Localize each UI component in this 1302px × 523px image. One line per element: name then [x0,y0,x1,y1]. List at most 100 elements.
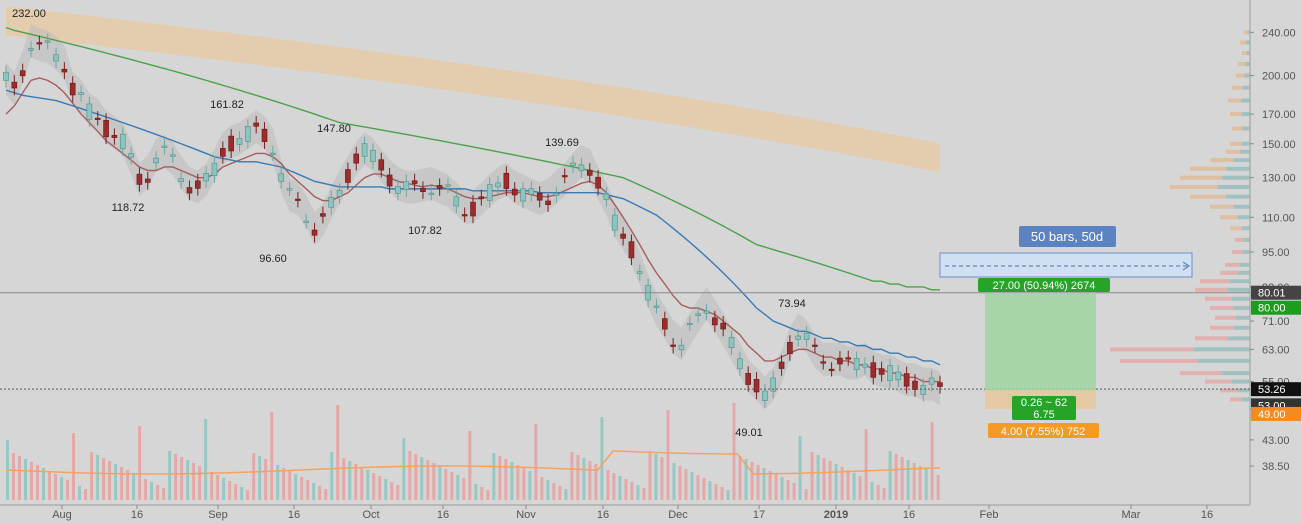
volume-bar [912,463,916,500]
candle-body [887,365,893,382]
volume-profile-bar [1200,279,1230,284]
volume-bar [450,472,454,500]
candle-body [578,164,585,172]
volume-bar [726,490,730,500]
candle-body [411,180,418,184]
candle-body [3,71,9,81]
volume-bar [618,476,622,500]
y-tick-label: 200.00 [1262,71,1296,83]
volume-bar [180,457,184,500]
volume-bar [324,489,328,500]
candle-body [153,157,159,164]
candle-body [503,172,510,189]
volume-bar [216,475,220,500]
volume-profile-bar [1205,379,1232,384]
volume-bar [426,460,430,500]
candle-body [203,173,209,182]
volume-bar [30,462,34,500]
candle-body [69,82,76,96]
candle-body [528,188,535,195]
volume-bar [852,473,856,500]
volume-bar [102,458,106,500]
volume-profile-bar [1234,306,1250,311]
candle-body [445,184,451,187]
volume-profile-bar [1234,204,1250,209]
ma-200-line [5,26,940,291]
volume-bar [36,465,40,500]
volume-profile-bar [1218,184,1250,189]
candle-body [670,344,676,347]
volume-bar [48,471,52,500]
volume-profile-bar [1232,85,1243,90]
volume-profile-bar [1222,175,1250,180]
y-tick-label: 71.00 [1262,316,1290,328]
volume-bar [114,464,118,500]
candle-body [11,81,18,89]
candle-body [737,358,743,370]
candle-body [28,48,34,51]
candle-body [920,385,927,395]
volume-bar [816,455,820,500]
volume-bar [612,473,616,500]
volume-profile-bar [1170,184,1218,189]
ma-50-line [5,89,941,366]
price-badge-line-bg [1251,285,1301,300]
price-badge-target: 80.00 [1258,303,1286,315]
candle-body [36,42,43,45]
candle-body [561,175,568,178]
volume-bar [594,464,598,500]
price-annotation: 232.00 [12,8,46,20]
volume-profile-bar [1242,112,1250,117]
date-range-arrowhead [1182,261,1190,271]
x-tick-label: 16 [903,509,915,521]
candle-body [895,371,902,381]
candle-body [453,196,460,207]
candle-body [603,193,610,200]
candle-body [370,149,376,162]
volume-profile-bar [1210,158,1234,163]
price-badge-line: 80.01 [1258,288,1286,300]
x-tick-label: Dec [668,509,688,521]
volume-bar [732,403,736,500]
volume-bar [198,466,202,500]
price-annotation: 118.72 [112,202,145,214]
candle-body [178,178,184,183]
candle-body [620,233,626,239]
candle-body [837,357,843,365]
volume-bar [630,482,634,500]
volume-bar [498,456,502,500]
volume-bar [480,487,484,500]
candle-body [86,103,93,120]
volume-profile-bar [1180,371,1222,376]
candle-body [928,377,935,385]
volume-bar [366,470,370,500]
volume-ma-line [5,450,941,475]
volume-bar [762,468,766,500]
candle-body [753,379,760,393]
profit-zone [985,292,1096,391]
candle-body [278,173,284,182]
volume-bar [246,490,250,500]
volume-bar [90,452,94,500]
volume-bar [876,485,880,500]
volume-bar [396,485,400,500]
candle-body [245,126,251,142]
candle-body [103,120,109,138]
volume-bar [54,474,58,500]
volume-bar [576,455,580,500]
date-range-label-bg [1019,226,1116,247]
volume-bar [330,452,334,500]
candle-body [220,148,226,157]
volume-profile-bar [1242,126,1250,131]
volume-bar [936,475,940,500]
candle-body [720,322,726,330]
x-tick-label: 16 [131,509,143,521]
candle-body [169,154,176,157]
volume-profile-bar [1225,262,1240,267]
candle-body [461,214,468,217]
volume-bar [432,463,436,500]
volume-bar [624,479,628,500]
volume-bar [144,479,148,500]
